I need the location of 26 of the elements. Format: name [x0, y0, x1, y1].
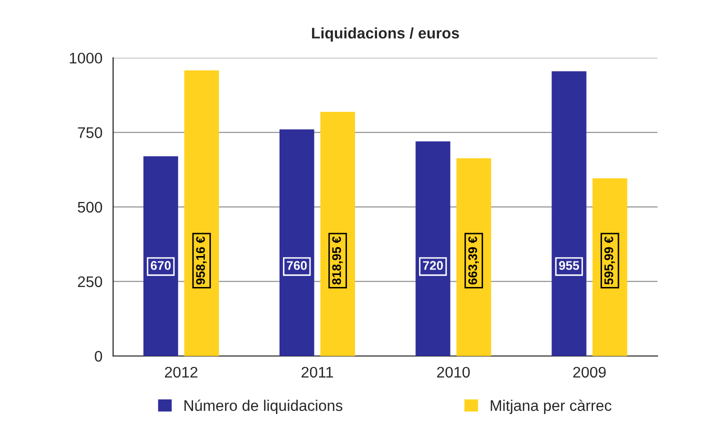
- legend-label: Número de liquidacions: [184, 400, 342, 414]
- y-tick-label: 0: [94, 350, 102, 362]
- data-label: 720: [423, 261, 443, 270]
- bar: [280, 129, 314, 356]
- bar: [184, 70, 219, 356]
- bar: [552, 71, 586, 356]
- bar: [143, 156, 178, 356]
- x-tick-label: 2011: [302, 366, 333, 378]
- bar: [416, 141, 450, 356]
- data-label: 670: [150, 261, 171, 270]
- x-tick-label: 2009: [573, 366, 606, 378]
- x-tick-label: 2012: [164, 366, 198, 378]
- y-tick-label: 500: [78, 202, 102, 213]
- chart-title: Liquidacions / euros: [312, 27, 459, 42]
- x-tick-label: 2010: [437, 366, 470, 378]
- data-label: 663,39 €: [468, 236, 479, 284]
- y-tick-label: 250: [78, 276, 102, 288]
- y-tick-label: 1000: [70, 52, 102, 64]
- data-label: 818,95 €: [332, 236, 343, 285]
- data-label: 760: [286, 261, 307, 270]
- legend-label: Mitjana per càrrec: [490, 400, 612, 414]
- data-label: 955: [559, 261, 580, 270]
- data-label: 958,16 €: [196, 236, 207, 284]
- y-tick-label: 750: [78, 127, 102, 138]
- bar: [320, 112, 356, 356]
- data-label: 595,99 €: [604, 236, 616, 285]
